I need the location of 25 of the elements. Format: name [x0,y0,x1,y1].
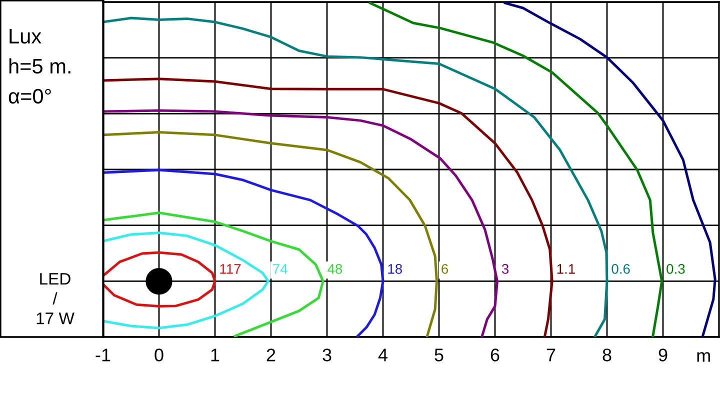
x-tick-label: 9 [658,348,668,362]
x-tick-label: 2 [266,348,276,362]
series-label: 6 [442,264,448,274]
x-axis-title: m [697,352,710,362]
x-tick-label: 8 [602,348,612,362]
x-tick-label: 5 [434,348,444,362]
x-tick-label: 3 [322,348,332,362]
series-label: 3 [502,264,509,274]
series-label: 117 [220,264,241,274]
text: α=0° [8,88,51,104]
x-tick-label: 4 [378,348,388,362]
series-label: 0.3 [666,264,685,274]
text: Lux [10,29,42,44]
series-label: 0.6 [612,264,630,274]
x-tick-label: 0 [154,348,164,362]
x-tick-label: 6 [490,348,500,362]
series-label: 74 [273,264,288,274]
text: h=5 m. [9,58,70,74]
text: LED / 17 W [36,273,74,324]
x-tick-label: 7 [546,348,556,362]
x-tick-label: -1 [96,348,110,362]
series-label: 18 [388,264,402,274]
series-label: 1.1 [557,264,575,274]
x-tick-label: 1 [211,348,220,362]
series-label: 48 [328,264,342,274]
